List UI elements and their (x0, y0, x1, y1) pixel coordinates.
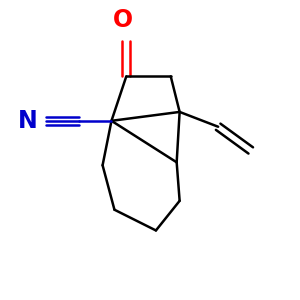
Text: O: O (113, 8, 134, 32)
Text: N: N (18, 109, 38, 133)
